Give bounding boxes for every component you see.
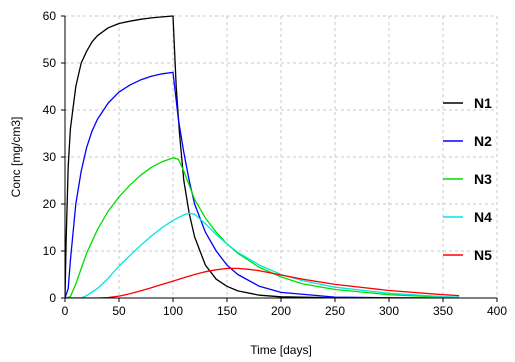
x-tick-label: 0 (62, 304, 69, 318)
x-tick-label: 250 (325, 304, 345, 318)
y-tick-label: 40 (43, 103, 57, 117)
x-tick-label: 150 (217, 304, 237, 318)
y-tick-label: 10 (43, 244, 57, 258)
x-tick-label: 400 (487, 304, 507, 318)
y-axis-label: Conc [mg/cm3] (9, 117, 23, 198)
x-tick-label: 50 (112, 304, 126, 318)
series-line-n3 (65, 157, 460, 298)
axes (61, 15, 498, 302)
y-tick-labels: 0 10 20 30 40 50 60 (43, 9, 57, 305)
grid (65, 15, 498, 298)
y-tick-label: 0 (49, 291, 56, 305)
y-tick-label: 20 (43, 197, 57, 211)
series-line-n1 (65, 15, 443, 298)
x-tick-labels: 0 50 100 150 200 250 300 350 400 (62, 304, 508, 318)
legend-label-n4: N4 (474, 209, 492, 225)
y-tick-label: 60 (43, 9, 57, 23)
series-line-n2 (65, 71, 444, 298)
y-tick-label: 50 (43, 56, 57, 70)
y-tick-label: 30 (43, 150, 57, 164)
x-tick-label: 300 (379, 304, 399, 318)
legend-label-n2: N2 (474, 133, 492, 149)
x-tick-label: 200 (271, 304, 291, 318)
legend-label-n3: N3 (474, 171, 492, 187)
legend: N1 N2 N3 N4 N5 (443, 95, 492, 263)
series-line-n5 (65, 267, 460, 298)
series-line-n4 (65, 212, 460, 298)
x-axis-label: Time [days] (250, 343, 312, 357)
legend-label-n5: N5 (474, 247, 492, 263)
legend-label-n1: N1 (474, 95, 492, 111)
x-tick-label: 100 (163, 304, 183, 318)
series-lines (65, 15, 460, 298)
x-tick-label: 350 (433, 304, 453, 318)
